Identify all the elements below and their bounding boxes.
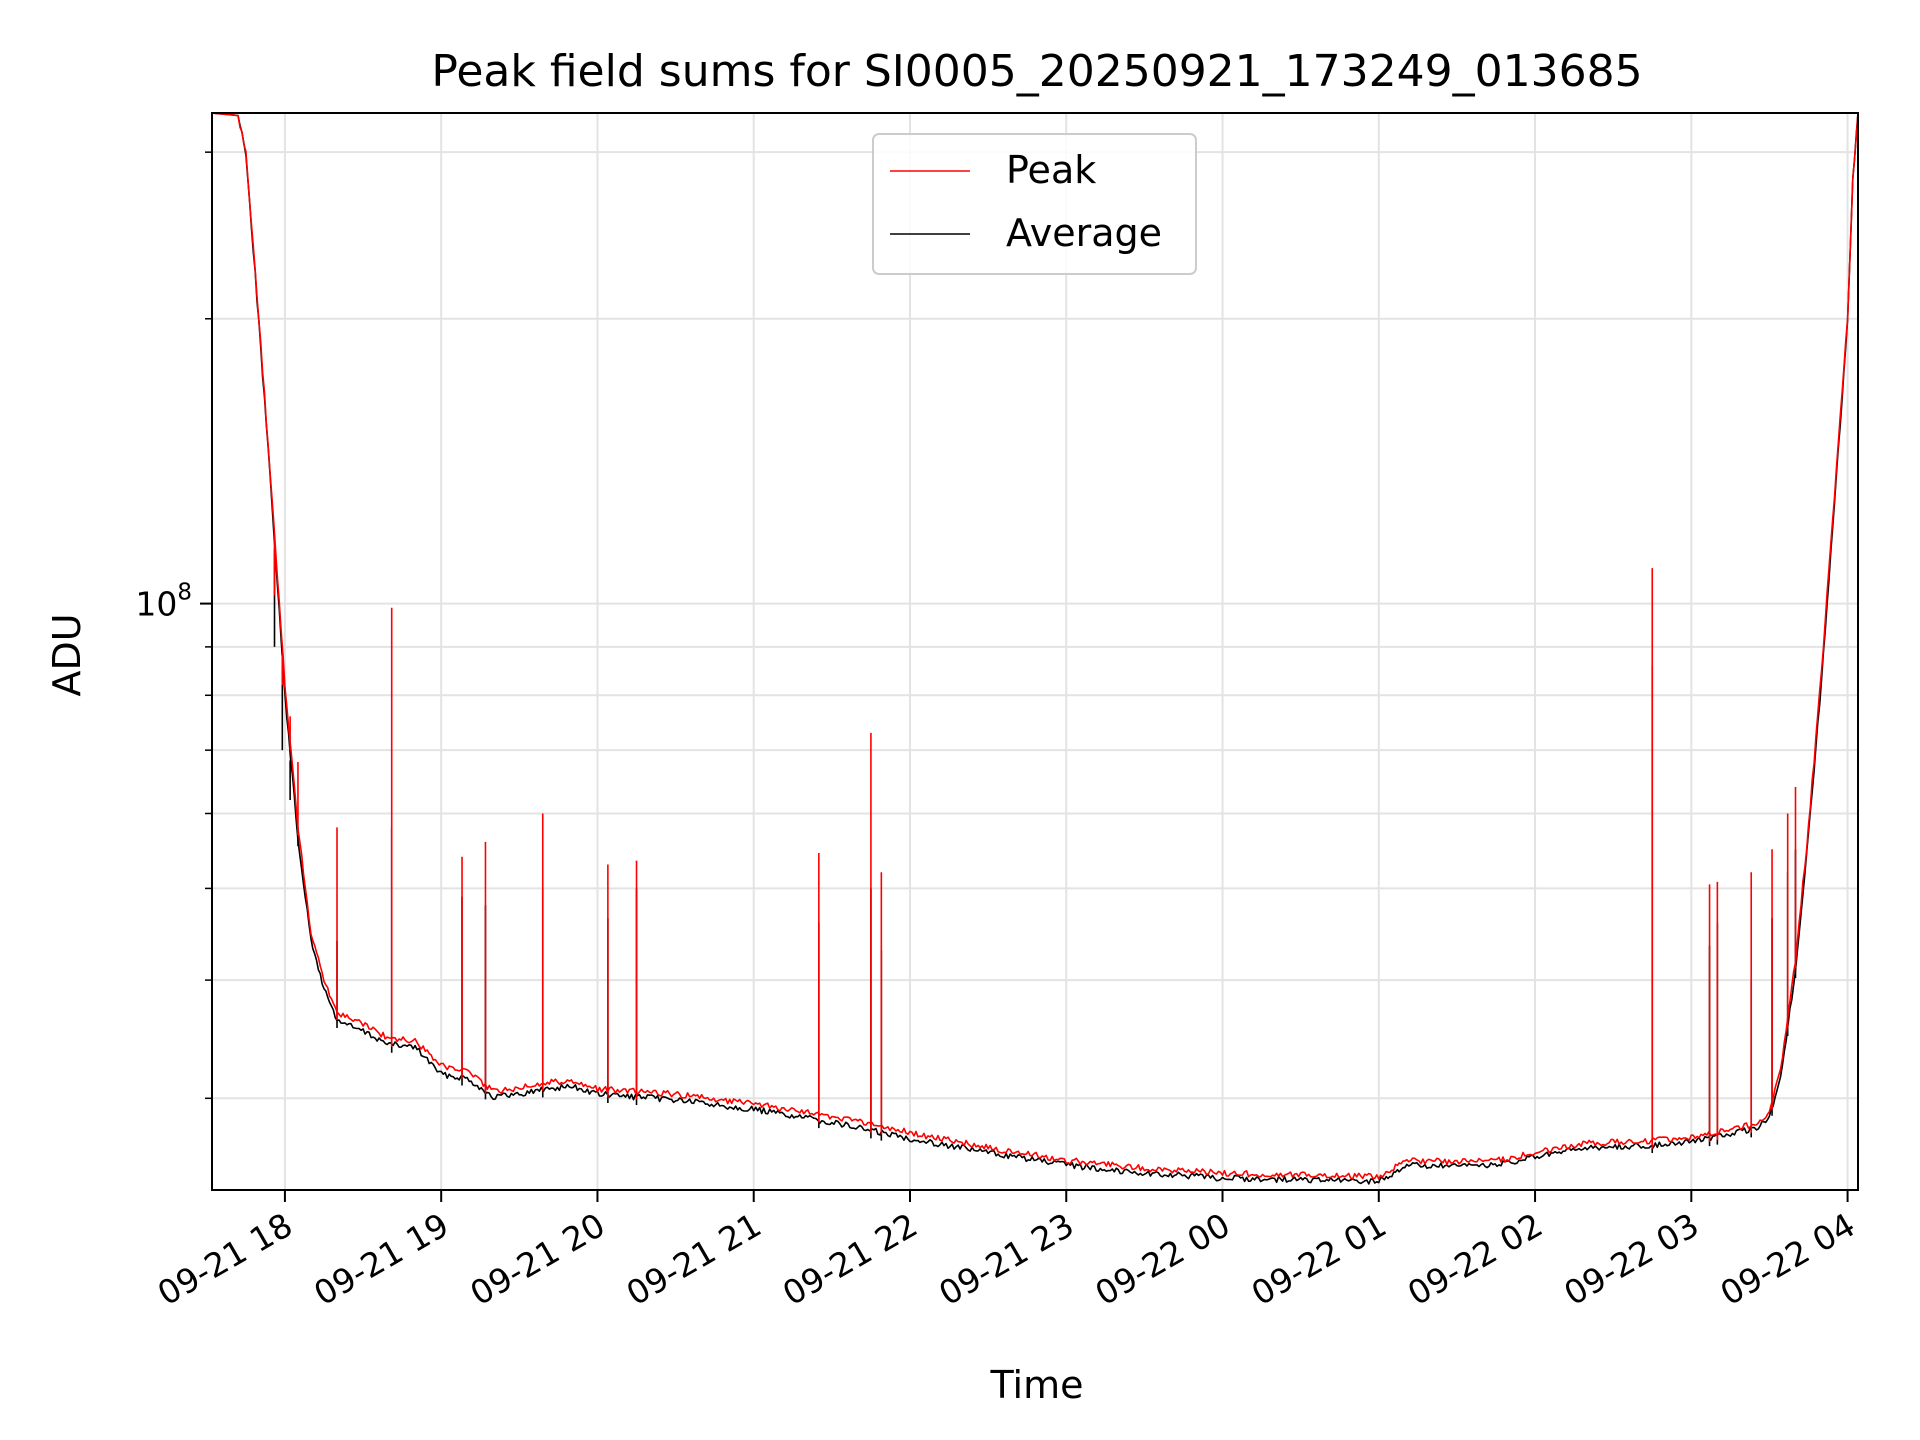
series-peak	[211, 112, 1859, 1180]
x-axis-label: Time	[990, 1363, 1084, 1407]
series-layer	[211, 112, 1859, 1185]
series-line-peak	[211, 112, 1859, 1180]
legend: Peak Average	[872, 133, 1197, 275]
legend-label-peak: Peak	[1006, 148, 1096, 192]
y-axis-label: ADU	[45, 613, 89, 696]
legend-box	[872, 133, 1197, 275]
legend-label-average: Average	[1006, 211, 1162, 255]
chart-title: Peak field sums for SI0005_20250921_1732…	[431, 46, 1642, 97]
y-tick-label: 108	[135, 580, 192, 624]
grid	[212, 113, 1858, 1190]
plot-frame	[211, 112, 1859, 1191]
series-line-average	[211, 112, 1859, 1185]
